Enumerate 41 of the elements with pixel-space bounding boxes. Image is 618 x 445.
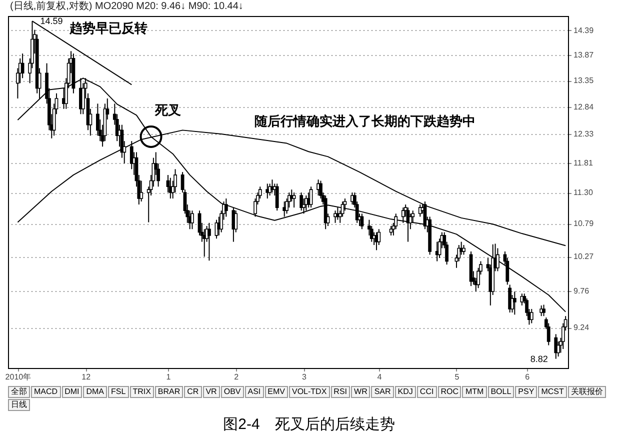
candlestick bbox=[208, 222, 211, 262]
candlestick bbox=[309, 186, 313, 208]
y-tick-label: 9.24 bbox=[574, 323, 590, 332]
candlestick bbox=[275, 183, 279, 212]
y-tick-label: 10.27 bbox=[574, 252, 594, 262]
candlestick bbox=[292, 192, 296, 208]
candlestick bbox=[508, 284, 512, 314]
x-tick-label: 12 bbox=[82, 372, 92, 382]
x-tick-label: 5 bbox=[454, 372, 460, 382]
candlestick bbox=[224, 198, 228, 218]
candlestick bbox=[389, 226, 393, 236]
y-tick-label: 11.81 bbox=[574, 158, 594, 168]
x-tick-label: 2010年 bbox=[5, 372, 32, 382]
y-tick-label: 12.33 bbox=[574, 129, 594, 138]
candlestick bbox=[300, 192, 304, 212]
x-tick-label: 4 bbox=[377, 372, 382, 382]
annotation: 趋势早已反转 bbox=[68, 20, 148, 36]
y-tick-label: 12.84 bbox=[574, 102, 594, 112]
candlestick bbox=[542, 304, 546, 317]
y-tick-label: 10.79 bbox=[574, 219, 594, 228]
x-tick-label: 6 bbox=[525, 372, 530, 382]
x-tick-label: 1 bbox=[166, 372, 172, 382]
y-tick-label: 14.39 bbox=[574, 26, 594, 35]
annotation: 8.82 bbox=[530, 354, 548, 364]
candlestick bbox=[496, 248, 500, 272]
indicator-toolbar: 全部 MACD DMI DMA FSL TRIX BRAR CR VR OBV ASI EMV VOL-TDX RSI WR SAR KDJ CCI ROC MTM BOLL PSY MCST 关联报价 日线 bbox=[0, 384, 618, 411]
annotation: 随后行情确实进入了长期的下跌趋势中 bbox=[254, 114, 476, 130]
y-tick-label: 9.76 bbox=[574, 286, 590, 296]
x-tick-label: 3 bbox=[302, 372, 308, 382]
annotation: 14.59 bbox=[40, 16, 63, 26]
candlestick bbox=[462, 244, 466, 256]
text: 图2-4 死叉后的后续走势 bbox=[222, 415, 396, 434]
y-tick-label: 13.35 bbox=[574, 76, 594, 86]
annotation: 死叉 bbox=[154, 102, 182, 118]
candlestick bbox=[377, 228, 381, 246]
chart-subtitle: (日线,前复权,对数) MO2090 M20: 9.46↓ M90: 10.44↓ bbox=[9, 0, 244, 14]
y-tick-label: 11.30 bbox=[574, 188, 594, 198]
x-tick-label: 2 bbox=[234, 372, 240, 382]
candlestick bbox=[268, 183, 272, 196]
y-tick-label: 13.87 bbox=[574, 50, 594, 60]
candlestick bbox=[530, 308, 534, 324]
